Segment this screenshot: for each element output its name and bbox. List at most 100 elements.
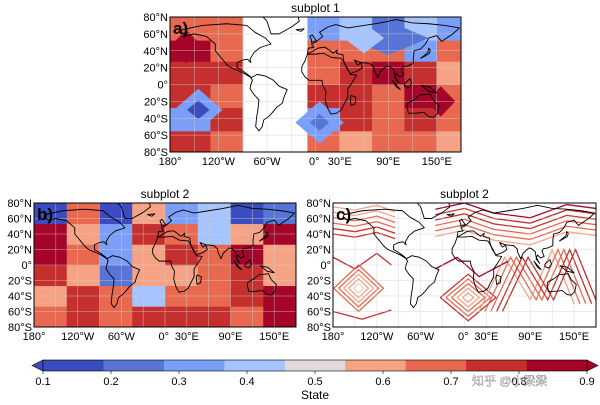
contour-line [333,252,392,270]
heatmap-cell [230,265,264,287]
contour-line [462,292,475,304]
y-tick-label: 0° [320,260,331,272]
contour-line [435,207,596,224]
heatmap-cell [132,244,166,266]
y-tick-label: 80°S [8,322,32,334]
colorbar-label: State [301,388,329,402]
contour-fill-cell [339,107,373,132]
map-area-c [333,203,596,327]
y-tick-label: 80°N [306,198,331,210]
heatmap-cell [230,306,264,327]
y-tick-label: 80°N [143,12,168,24]
contour-fill-cell [210,17,244,41]
colorbar-tick-label: 0.4 [239,376,254,388]
contour-fill-cell [436,17,461,41]
coastline [105,255,140,309]
coastline [420,47,431,59]
colorbar-tick-label: 0.3 [171,376,186,388]
contour-line [496,247,593,312]
contour-fill-cell [404,107,438,132]
heatmap-cell [34,244,68,266]
coastline [244,259,253,269]
colorbar-tick-label: 0.5 [307,376,322,388]
colorbar-swatch [103,360,165,371]
colorbar: 0.1 0.2 0.3 0.4 0.5 0.6 0.7 0.8 0.9 State [31,359,599,402]
colorbar-swatch [43,360,104,371]
heatmap-cell [197,265,231,287]
contour-line [439,273,497,322]
y-tick-label: 40°S [8,291,32,303]
coastline [533,260,542,271]
watermark: 知乎 @小梁梁 [472,373,548,388]
coastline [195,274,202,285]
x-tick-label: 150°E [422,156,452,168]
contour-fill-cell [436,130,461,152]
x-tick-label: 150°E [559,331,589,343]
contour-line [333,220,396,229]
contour-line [501,247,596,312]
colorbar-tick-label: 0.7 [443,376,458,388]
colorbar-swatch [163,360,225,371]
panel-a: subplot 1 a) 80°N 60°N 40°N 20°N 0° 20°S 40°S 60°… [143,1,462,168]
colorbar-tick-label: 0.8 [511,376,526,388]
y-tick-label: 60°N [143,29,168,41]
y-tick-label: 20°S [307,276,331,288]
contour-fill-patch [186,100,210,120]
colorbar-swatch [405,360,467,371]
coastline [246,273,277,296]
coastline [180,23,272,79]
panel-label: a) [173,19,188,38]
y-tick-label: 20°N [7,245,32,257]
contour-line [333,226,396,234]
heatmap-cell [99,265,133,287]
contour-fill-cell [339,84,373,109]
map-frame [33,202,297,328]
map-frame [169,16,462,153]
heatmap-cell [263,203,296,225]
colorbar-tick-label: 0.2 [103,376,118,388]
coastline [404,255,440,309]
contour-line [490,247,587,312]
x-tick-label: 30°E [175,331,199,343]
x-tick-label: 150°E [259,331,289,343]
contour-fill-cell [210,130,244,152]
colorbar-extend-low [31,359,44,372]
coastline [152,235,203,293]
heatmap-cell [132,306,166,327]
contour-fill-cell [339,130,373,152]
heatmap-cell [34,265,68,287]
y-tick-label: 40°N [143,46,168,58]
y-tick-label: 20°N [143,63,168,75]
y-tick-label: 80°N [7,198,32,210]
coastline [406,93,440,118]
coastline [403,78,413,89]
heatmap-cell [66,244,100,266]
contour-line [445,278,492,317]
coastline [301,52,358,115]
contour-fill-cell [404,130,438,152]
coastline [416,203,451,219]
x-tick-label: 90°E [518,331,542,343]
map-frame [332,202,597,328]
coastline [451,235,503,293]
contour-fill-cell [339,61,373,85]
contour-line [353,282,365,294]
y-tick-label: 40°S [307,291,331,303]
y-tick-label: 60°S [307,307,331,319]
colorbar-swatch [526,360,588,371]
coastline [233,260,242,271]
coastline [259,231,269,242]
y-tick-label: 40°N [7,229,32,241]
heatmap-cell [66,265,100,287]
coastline [262,17,300,35]
subplot-title: subplot 2 [141,187,190,201]
contour-fill-cell [170,17,211,41]
x-tick-label: 60°W [253,156,281,168]
y-tick-label: 60°N [7,214,32,226]
coastline [349,95,357,107]
heatmap-cell [165,203,199,225]
coastline [309,34,317,43]
x-tick-label: 90°E [219,331,243,343]
panel-b: subplot 2 b) 80°N 60°N 40°N 20°N 0° 20°S 40°S 60°… [7,187,297,343]
heatmap-cell [165,306,199,327]
